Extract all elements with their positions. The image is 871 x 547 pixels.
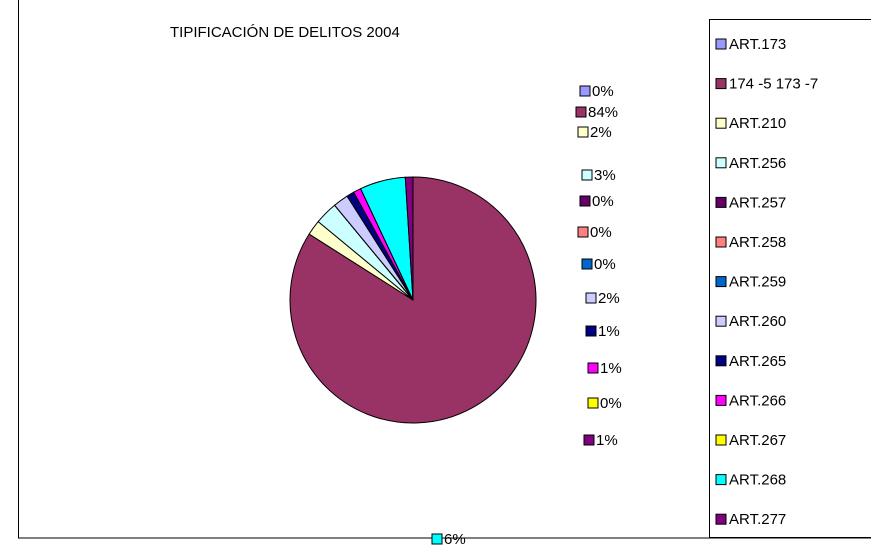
legend-swatch <box>715 157 727 169</box>
data-label: 1% <box>598 323 620 340</box>
legend-swatch <box>715 276 727 288</box>
legend-swatch <box>715 394 727 406</box>
legend-label: ART.265 <box>729 353 786 370</box>
legend-box <box>709 19 871 538</box>
data-label-key <box>585 325 597 337</box>
data-label: 2% <box>598 290 620 307</box>
legend-label: ART.256 <box>729 155 786 172</box>
data-label: 2% <box>590 124 612 141</box>
legend-label: ART.260 <box>729 313 786 330</box>
legend-swatch <box>715 315 727 327</box>
legend-label: ART.257 <box>729 194 786 211</box>
data-label-key <box>575 106 587 118</box>
legend-label: ART.259 <box>729 274 786 291</box>
data-label: 0% <box>594 256 616 273</box>
data-label: 0% <box>592 83 614 100</box>
data-label-key <box>579 85 591 97</box>
data-label-key <box>581 169 593 181</box>
data-label-key <box>577 126 589 138</box>
legend-swatch <box>715 513 727 525</box>
legend-label: ART.173 <box>729 36 786 53</box>
legend-swatch <box>715 78 727 90</box>
legend-label: ART.210 <box>729 115 786 132</box>
legend-label: ART.277 <box>729 511 786 528</box>
legend-swatch <box>715 38 727 50</box>
legend-swatch <box>715 355 727 367</box>
data-label-key <box>581 258 593 270</box>
data-label: 0% <box>590 224 612 241</box>
data-label: 6% <box>444 531 466 547</box>
legend-swatch <box>715 434 727 446</box>
legend-label: ART.267 <box>729 432 786 449</box>
legend-label: ART.258 <box>729 234 786 251</box>
legend-swatch <box>715 117 727 129</box>
legend-label: ART.268 <box>729 472 786 489</box>
data-label: 1% <box>600 360 622 377</box>
chart-title: TIPIFICACIÓN DE DELITOS 2004 <box>170 24 400 41</box>
legend-swatch <box>715 236 727 248</box>
legend-swatch <box>715 196 727 208</box>
data-label: 3% <box>594 167 616 184</box>
legend-label: 174 -5 173 -7 <box>729 76 818 93</box>
data-label-key <box>577 226 589 238</box>
data-label-key <box>587 397 599 409</box>
data-label: 0% <box>592 193 614 210</box>
data-label: 84% <box>588 104 618 121</box>
data-label-key <box>585 292 597 304</box>
data-label: 1% <box>596 432 618 449</box>
legend-swatch <box>715 474 727 486</box>
pie-slice <box>404 176 414 301</box>
data-label-key <box>587 362 599 374</box>
data-label-key <box>431 533 443 545</box>
data-label: 0% <box>600 395 622 412</box>
data-label-key <box>579 195 591 207</box>
data-label-key <box>583 434 595 446</box>
legend-label: ART.266 <box>729 392 786 409</box>
